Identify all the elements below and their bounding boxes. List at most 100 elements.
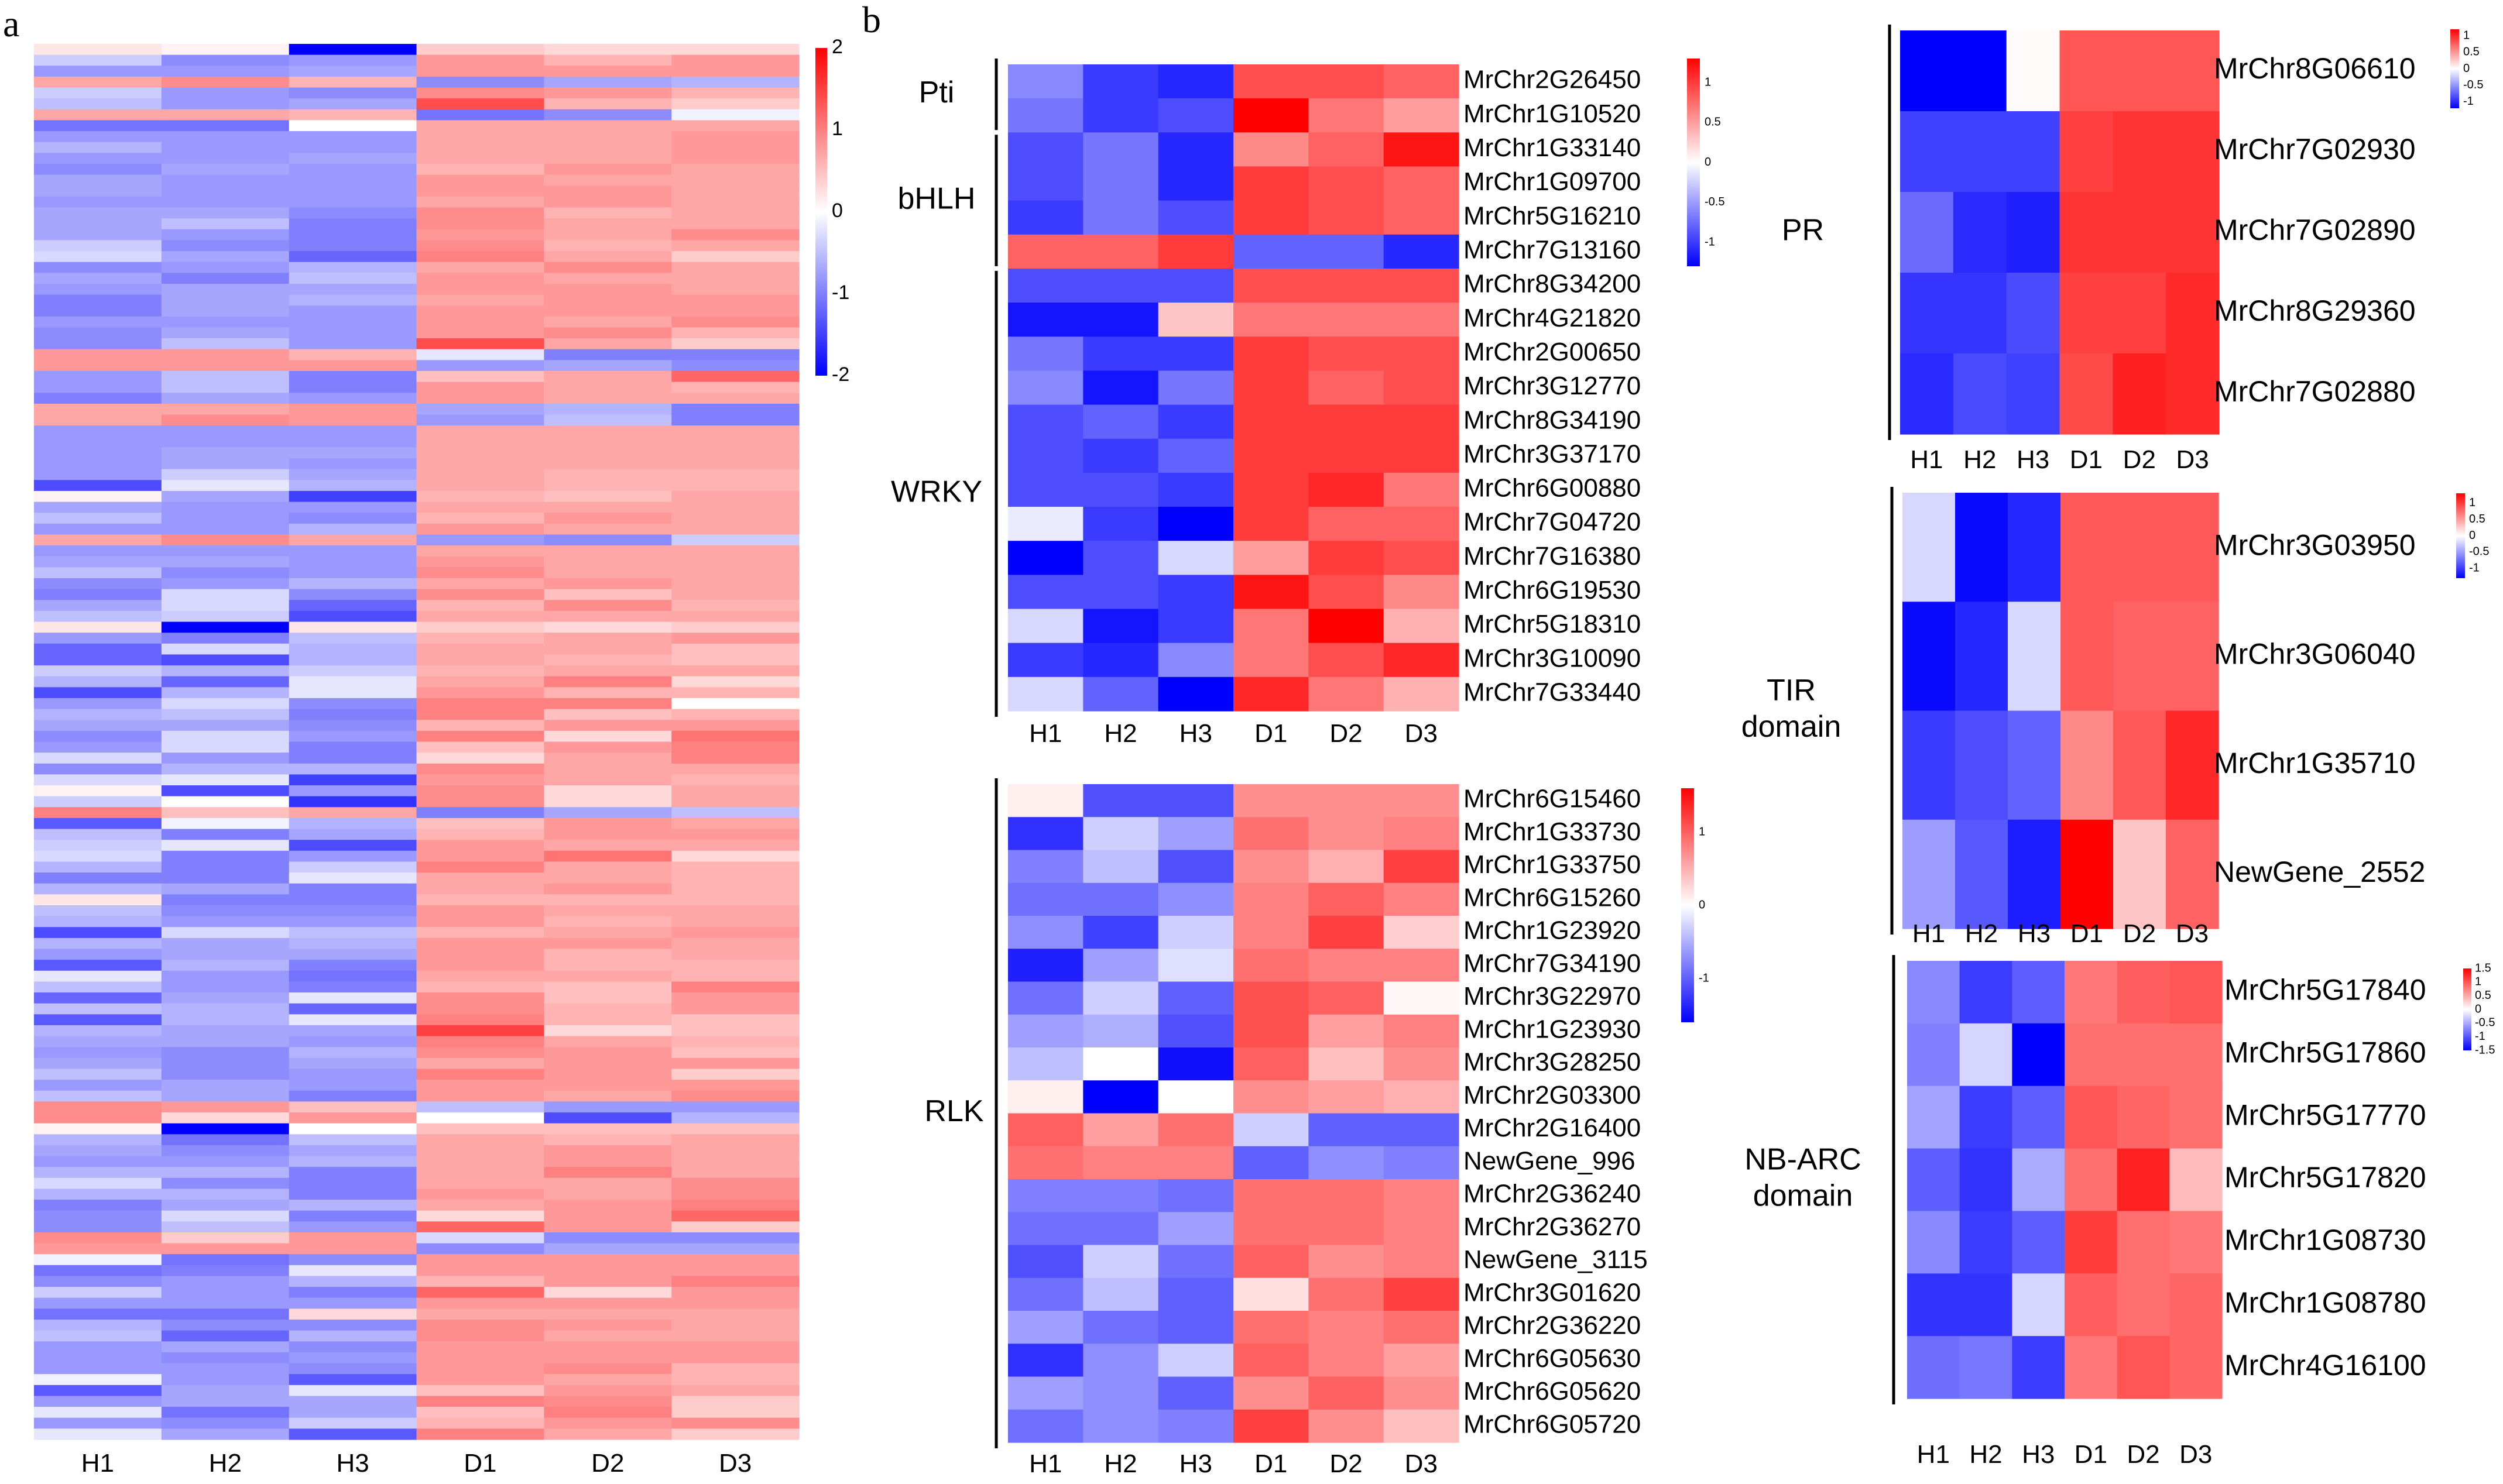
heatmap-cell <box>161 676 290 688</box>
heatmap-cell <box>544 1276 672 1287</box>
heatmap-cell <box>544 730 672 743</box>
heatmap-cell <box>671 186 800 197</box>
heatmap-cell <box>161 66 290 77</box>
heatmap-cell <box>416 796 544 808</box>
heatmap-cell <box>1383 1047 1459 1081</box>
heatmap-cell <box>1308 1113 1384 1147</box>
row-label: MrChr8G06610 <box>2214 52 2416 85</box>
heatmap-cell <box>416 872 544 884</box>
heatmap-cell <box>1158 850 1234 884</box>
heatmap-cell <box>544 720 672 731</box>
heatmap-cell <box>416 883 544 895</box>
heatmap-cell <box>2113 819 2166 929</box>
heatmap-cell <box>2169 961 2223 1024</box>
heatmap-cell <box>289 393 417 404</box>
heatmap-cell <box>34 327 162 339</box>
heatmap-cell <box>671 1090 800 1102</box>
heatmap-cell <box>544 774 672 786</box>
heatmap-cell <box>161 501 290 513</box>
heatmap-cell <box>1083 1409 1159 1443</box>
heatmap-cell <box>289 1428 417 1440</box>
heatmap-cell <box>416 1320 544 1331</box>
heatmap-cell <box>34 240 162 252</box>
heatmap-cell <box>1383 882 1459 916</box>
heatmap-cell <box>544 1200 672 1211</box>
heatmap-cell <box>1008 1409 1084 1443</box>
heatmap-cell <box>161 1003 290 1015</box>
row-label: MrChr7G04720 <box>1463 508 1641 537</box>
heatmap-cell <box>2169 1148 2223 1212</box>
heatmap-cell <box>1158 268 1234 303</box>
heatmap-cell <box>161 970 290 983</box>
heatmap-cell <box>289 186 417 197</box>
heatmap-cell <box>289 1200 417 1211</box>
heatmap-cell <box>289 796 417 808</box>
heatmap-cell <box>544 927 672 939</box>
heatmap-cell <box>34 741 162 753</box>
row-label: MrChr7G34190 <box>1463 949 1641 978</box>
heatmap-cell <box>671 229 800 241</box>
heatmap-cell <box>1308 949 1384 983</box>
heatmap-cell <box>289 774 417 786</box>
heatmap-cell <box>2169 1211 2223 1274</box>
heatmap-cell <box>289 589 417 600</box>
heatmap-cell <box>34 1123 162 1135</box>
column-label: D2 <box>591 1449 624 1478</box>
heatmap-cell <box>544 403 672 415</box>
heatmap-cell <box>1008 472 1084 507</box>
heatmap-cell <box>671 720 800 731</box>
heatmap-cell <box>671 872 800 884</box>
heatmap-cell <box>289 1156 417 1167</box>
heatmap-cell <box>161 469 290 480</box>
heatmap-cell <box>2060 602 2114 712</box>
heatmap-cell <box>1902 493 1956 602</box>
heatmap-cell <box>161 1320 290 1331</box>
heatmap-cell <box>671 338 800 350</box>
colorbar-tick-label: 1 <box>2463 29 2470 42</box>
heatmap-cell <box>289 981 417 993</box>
heatmap-cell <box>161 1407 290 1418</box>
column-label: H2 <box>1104 1449 1137 1478</box>
heatmap-cell <box>544 1123 672 1135</box>
heatmap-cell <box>416 1407 544 1418</box>
heatmap-cell <box>671 960 800 971</box>
heatmap-cell <box>34 218 162 230</box>
heatmap-cell <box>671 796 800 808</box>
heatmap-cell <box>1308 817 1384 851</box>
heatmap-cell <box>544 753 672 764</box>
heatmap-cell <box>289 54 417 66</box>
heatmap-cell <box>289 218 417 230</box>
heatmap-cell <box>289 240 417 252</box>
heatmap-cell <box>1233 1179 1309 1212</box>
heatmap-cell <box>544 785 672 797</box>
heatmap-cell <box>161 1243 290 1255</box>
heatmap-cell <box>544 142 672 153</box>
heatmap-cell <box>416 1036 544 1047</box>
heatmap-cell <box>671 207 800 219</box>
heatmap-cell <box>161 120 290 132</box>
heatmap-cell <box>161 1374 290 1386</box>
heatmap-cell <box>1083 1014 1159 1048</box>
heatmap-cell <box>1083 1277 1159 1311</box>
row-label: MrChr2G26450 <box>1463 66 1641 94</box>
heatmap-cell <box>289 469 417 480</box>
heatmap-cell <box>1083 404 1159 439</box>
heatmap-cell <box>1158 1376 1234 1410</box>
heatmap-cell <box>1008 234 1084 269</box>
heatmap-cell <box>289 698 417 710</box>
heatmap-cell <box>671 1145 800 1157</box>
colorbar-tick-label: -0.5 <box>2475 1016 2495 1029</box>
heatmap-cell <box>161 1069 290 1080</box>
heatmap-cell <box>544 992 672 1004</box>
heatmap-cell <box>34 382 162 393</box>
heatmap-cell <box>2166 273 2220 354</box>
heatmap-cell <box>289 174 417 186</box>
heatmap-cell <box>544 1177 672 1190</box>
heatmap-cell <box>1308 850 1384 884</box>
heatmap-cell <box>1233 1277 1309 1311</box>
heatmap-cell <box>544 1428 672 1440</box>
column-label: H1 <box>1029 1449 1062 1478</box>
heatmap-cell <box>544 807 672 819</box>
heatmap-cell <box>1383 609 1459 644</box>
heatmap-cell <box>161 1101 290 1113</box>
